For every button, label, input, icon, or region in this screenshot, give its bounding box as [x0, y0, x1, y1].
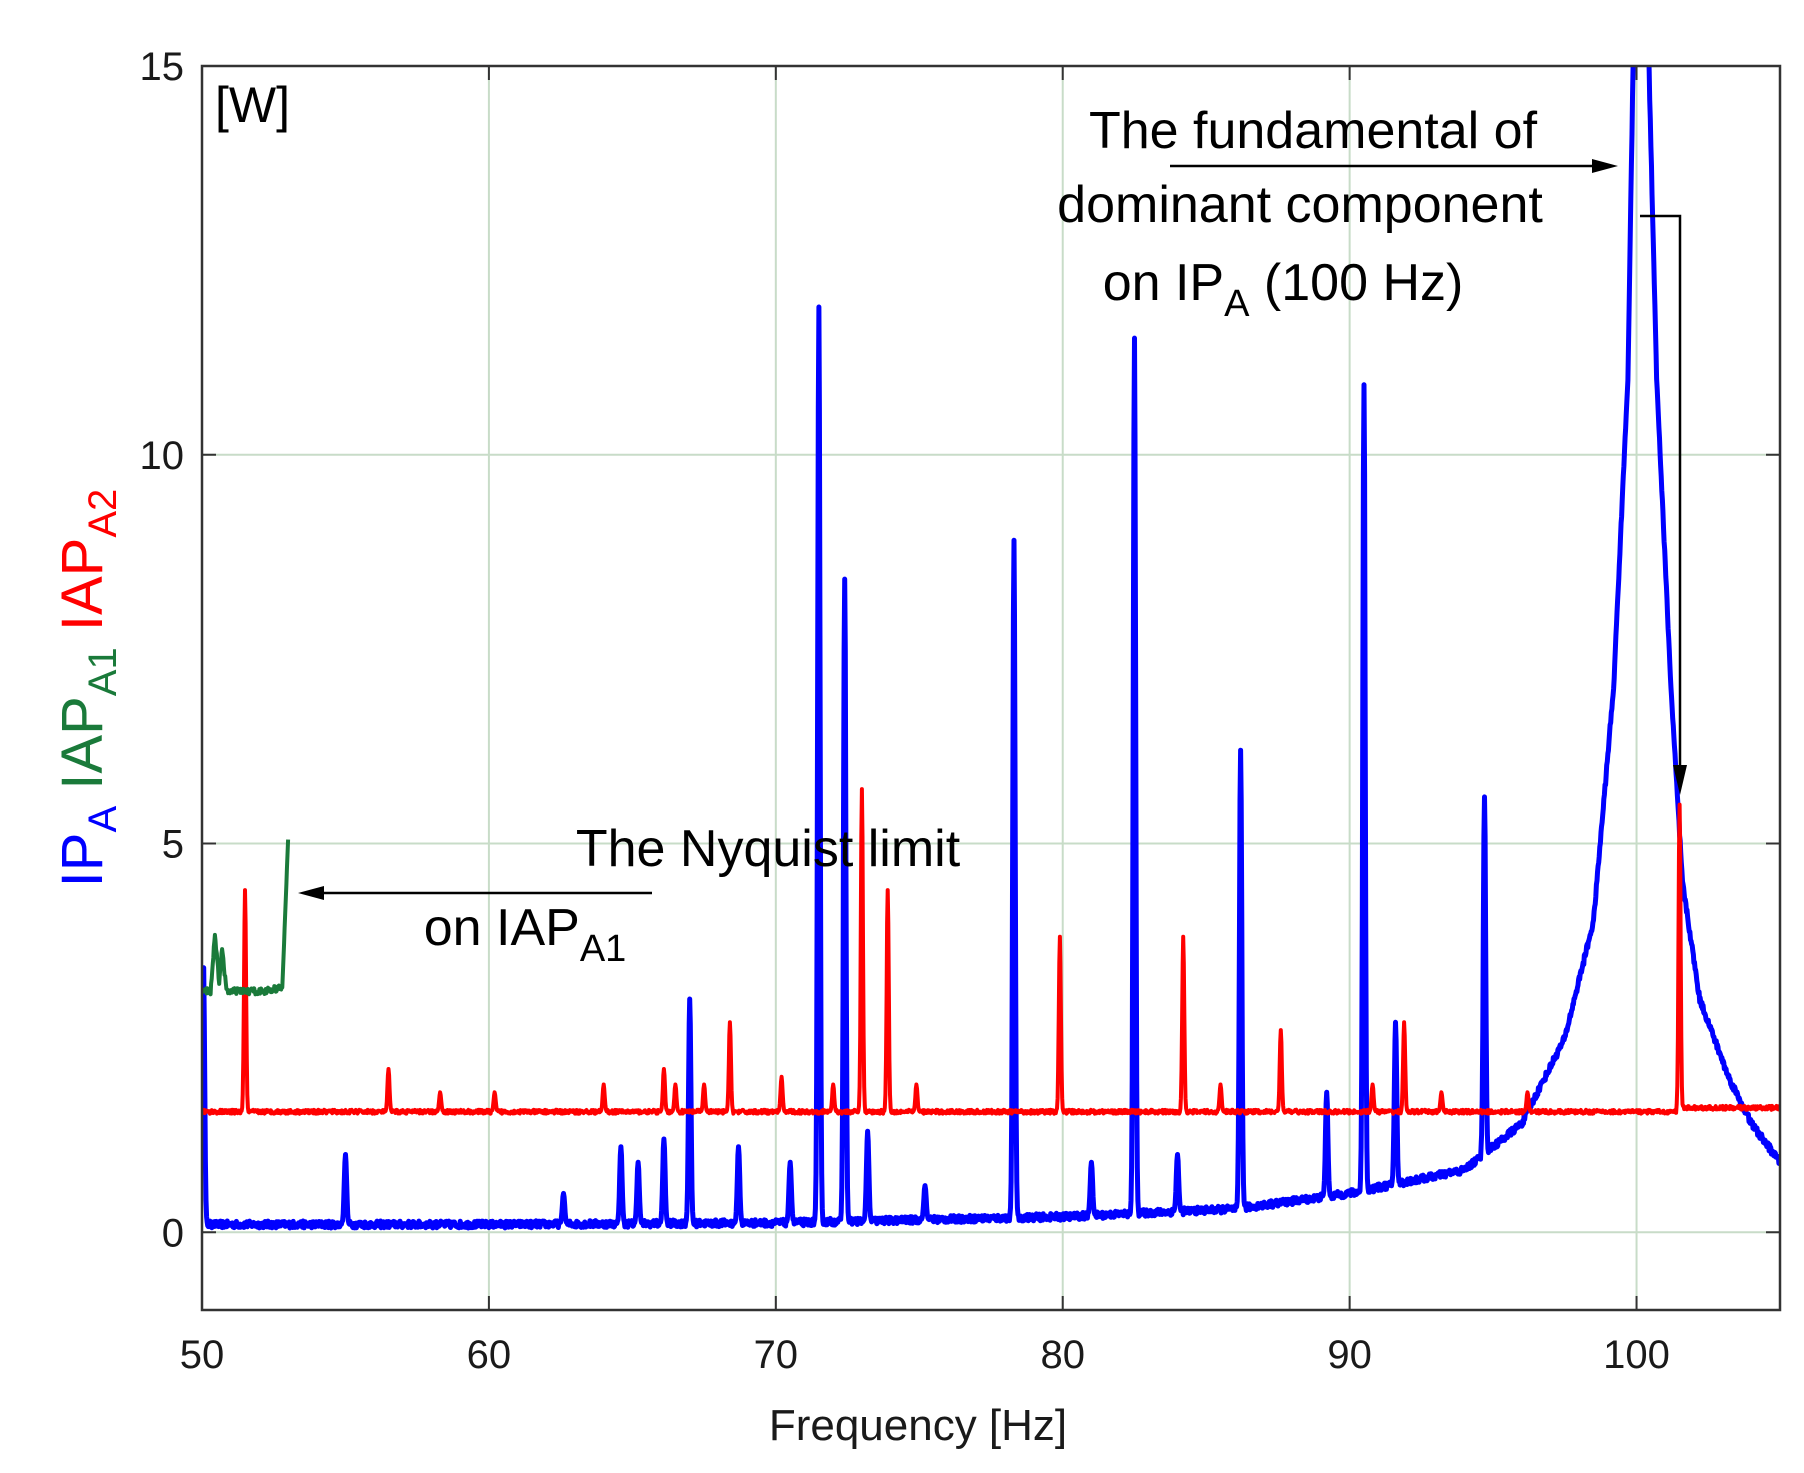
y-label-iapa1: IAPA1 [50, 647, 125, 789]
grid-lines [201, 65, 1780, 1310]
y-label-iapa2: IAPA2 [50, 489, 125, 631]
x-tick-label: 50 [180, 1333, 225, 1377]
unit-label: [W] [215, 77, 290, 133]
annotation-nyquist: The Nyquist limit on IAPA1 [298, 820, 961, 970]
annotation-nyquist-arrowhead [298, 886, 324, 900]
y-tick-label: 0 [162, 1211, 184, 1255]
y-tick-label: 5 [162, 823, 184, 867]
y-tick-label: 10 [140, 434, 185, 478]
annotation-fundamental: The fundamental of dominant component on… [1057, 102, 1687, 795]
annotation-fundamental-line3: on IPA (100 Hz) [1103, 254, 1464, 325]
y-label-ipa: IPA [50, 806, 125, 888]
x-tick-label: 100 [1603, 1333, 1670, 1377]
annotation-nyquist-line2: on IAPA1 [424, 899, 627, 970]
x-tick-label: 70 [754, 1333, 799, 1377]
annotation-nyquist-line1: The Nyquist limit [576, 820, 961, 878]
plot-series [202, 66, 1780, 1231]
y-tick-label: 15 [140, 45, 185, 89]
annotation-fundamental-arrowhead [1592, 159, 1618, 173]
plot-frame [200, 64, 1782, 1312]
series-iapa2-line [202, 787, 1780, 1116]
annotation-fundamental-leader [1640, 214, 1682, 770]
annotation-fundamental-line2: dominant component [1057, 176, 1543, 234]
annotation-fundamental-line1: The fundamental of [1089, 102, 1538, 160]
x-tick-label: 90 [1327, 1333, 1372, 1377]
series-iapa1-line [202, 839, 291, 997]
x-tick-label: 60 [467, 1333, 512, 1377]
series-ipa-line [202, 66, 1780, 1231]
y-axis-label: IPA IAPA1 IAPA2 [50, 489, 125, 888]
x-axis-label: Frequency [Hz] [769, 1401, 1067, 1450]
x-tick-label: 80 [1040, 1333, 1085, 1377]
annotation-fundamental-leader-arrowhead [1673, 765, 1687, 795]
axis-ticks: 50 60 70 80 90 100 0 5 10 15 [140, 45, 1780, 1377]
